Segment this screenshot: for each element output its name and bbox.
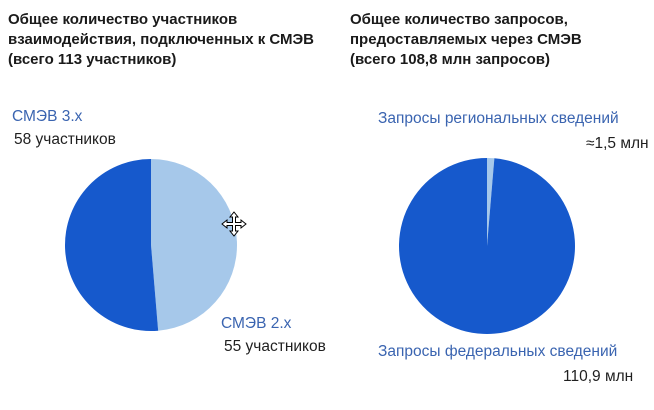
data-label-regional-count: ≈1,5 млн — [586, 135, 649, 152]
pie-chart-requests — [399, 158, 575, 334]
pie-chart-participants — [64, 159, 237, 331]
data-label-smev2-count: 55 участников — [224, 338, 326, 355]
chart-title-requests: Общее количество запросов, предоставляем… — [350, 11, 582, 68]
pie-slice-smev2 — [151, 159, 237, 331]
legend-label-smev2: СМЭВ 2.х — [221, 315, 292, 332]
legend-label-federal: Запросы федеральных сведений — [378, 343, 618, 360]
move-cursor-icon — [221, 211, 247, 237]
pie-slice-regional — [487, 158, 495, 246]
data-label-smev3-count: 58 участников — [14, 131, 116, 148]
legend-label-regional: Запросы региональных сведений — [378, 110, 619, 127]
pie-slice-federal — [399, 158, 575, 334]
pie-slice-smev3 — [64, 159, 159, 331]
legend-label-smev3: СМЭВ 3.х — [12, 108, 83, 125]
data-label-federal-count: 110,9 млн — [563, 368, 634, 385]
chart-title-participants: Общее количество участников взаимодейств… — [8, 11, 315, 68]
